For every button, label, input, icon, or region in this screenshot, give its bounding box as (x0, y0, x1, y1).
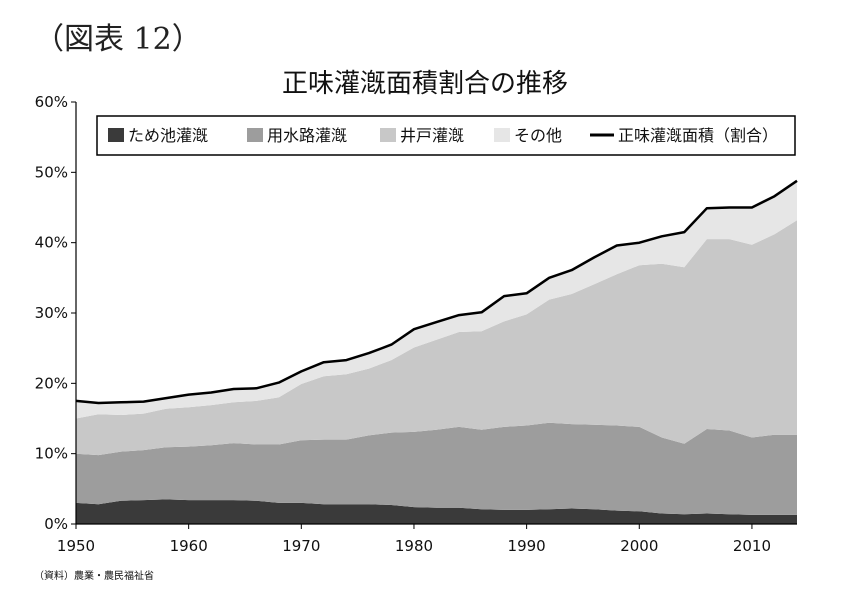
legend-swatch-tank (108, 128, 124, 142)
legend-label-tank: ため池灌漑 (128, 126, 208, 145)
legend-swatch-well (380, 128, 396, 142)
y-tick-label: 10% (35, 445, 68, 463)
y-tick-label: 40% (35, 234, 68, 252)
x-tick-label: 1970 (282, 537, 320, 555)
area-tank (76, 499, 797, 524)
legend-label-other: その他 (514, 126, 562, 145)
x-tick-label: 2010 (733, 537, 771, 555)
area-well (76, 220, 797, 456)
legend-label-net: 正味灌漑面積（割合） (618, 126, 778, 145)
y-tick-label: 60% (35, 93, 68, 111)
y-tick-label: 0% (44, 515, 68, 533)
area-canal (76, 422, 797, 515)
x-tick-label: 1950 (57, 537, 95, 555)
legend-swatch-other (494, 128, 510, 142)
legend-box (96, 115, 796, 156)
chart-title: 正味灌漑面積割合の推移 (282, 69, 568, 99)
x-tick-label: 1980 (395, 537, 433, 555)
chart-legend: ため池灌漑 用水路灌漑 井戸灌漑 その他 正味灌漑面積（割合） (96, 115, 796, 156)
legend-swatch-canal (247, 128, 263, 142)
x-tick-label: 1960 (170, 537, 208, 555)
y-tick-label: 50% (35, 163, 68, 181)
x-tick-label: 2000 (620, 537, 658, 555)
legend-label-canal: 用水路灌漑 (267, 126, 347, 145)
y-tick-label: 20% (35, 374, 68, 392)
chart-areas (75, 179, 798, 524)
x-tick-label: 1990 (508, 537, 546, 555)
figure-label: （図表 12） (34, 22, 202, 57)
line-net (75, 179, 798, 405)
source-note: （資料）農業・農民福祉省 (34, 569, 154, 582)
legend-label-well: 井戸灌漑 (400, 126, 464, 145)
y-tick-label: 30% (35, 304, 68, 322)
chart-ticks: 0% 10% 20% 30% 40% 50% 60% 1950 1960 1970 1980 1990… (35, 93, 771, 555)
